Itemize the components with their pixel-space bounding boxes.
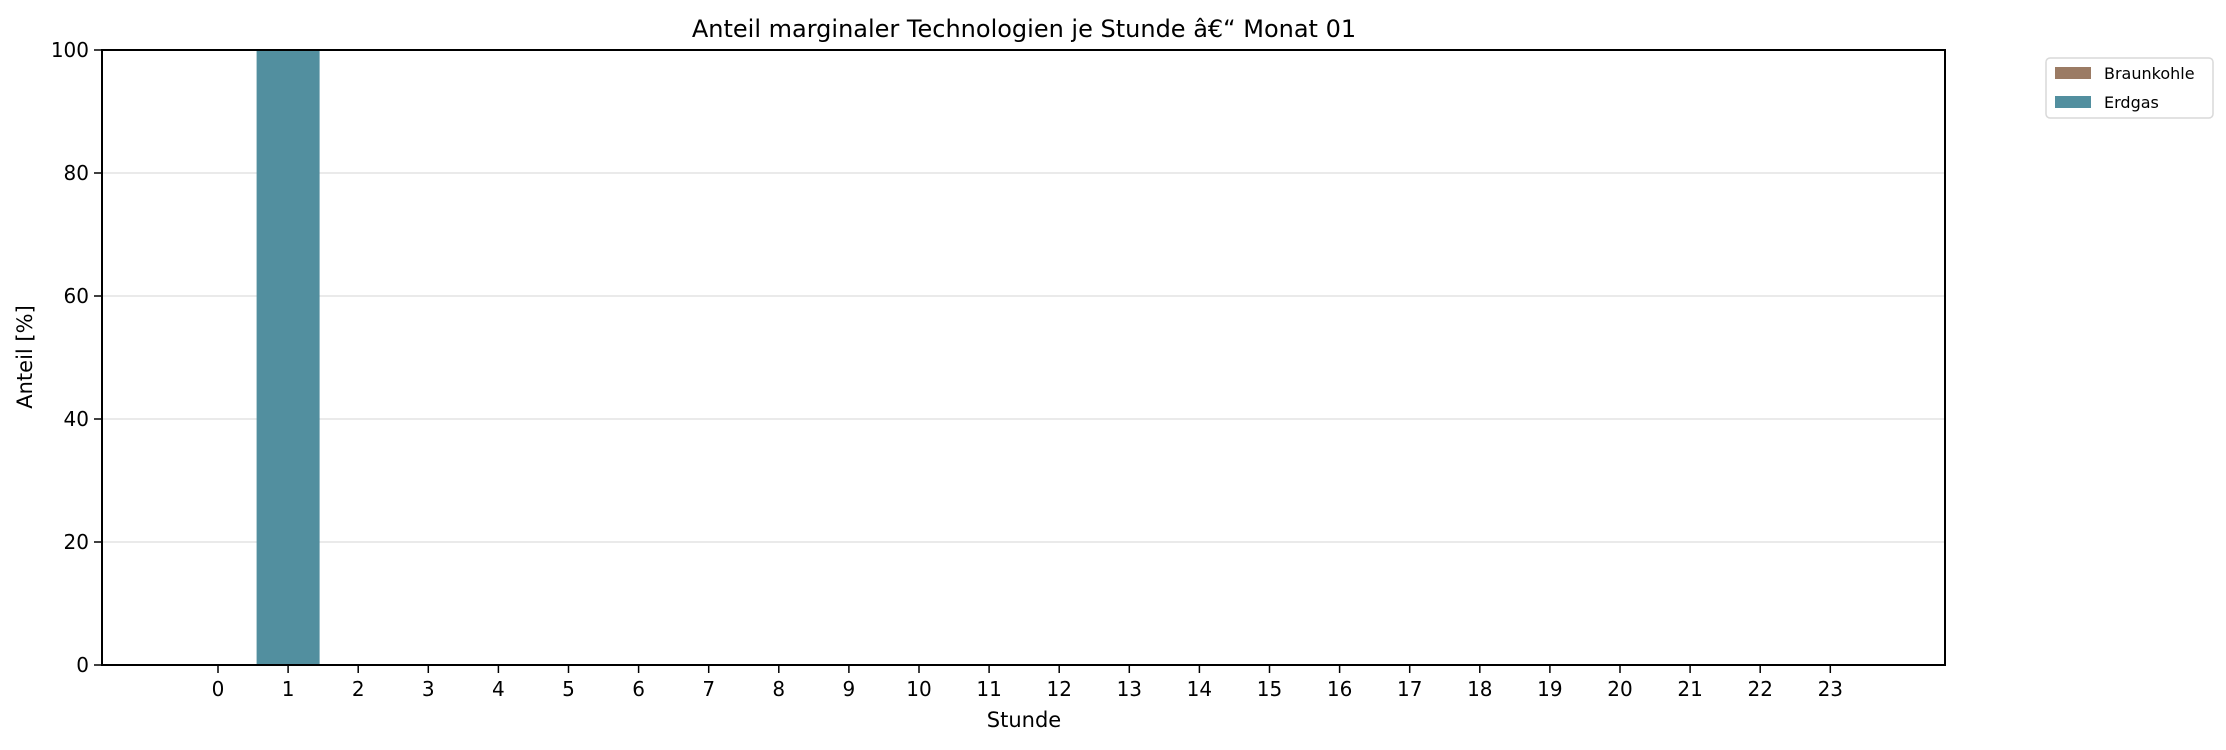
legend-swatch-erdgas bbox=[2055, 96, 2091, 108]
legend: Braunkohle Erdgas bbox=[2045, 57, 2214, 119]
y-tick-label-4: 80 bbox=[64, 161, 89, 185]
y-tick-label-1: 20 bbox=[64, 530, 89, 554]
x-tick-label-20: 20 bbox=[1607, 677, 1632, 701]
y-tick-label-2: 40 bbox=[64, 407, 89, 431]
x-tick-label-21: 21 bbox=[1677, 677, 1702, 701]
legend-label-braunkohle: Braunkohle bbox=[2104, 64, 2195, 83]
x-axis: 0 1 2 3 4 5 6 7 8 9 10 11 12 13 14 15 16 17 18 19 20 21 22 23 bbox=[212, 665, 1843, 701]
x-tick-label-14: 14 bbox=[1187, 677, 1212, 701]
y-tick-label-5: 100 bbox=[51, 38, 89, 62]
x-tick-label-8: 8 bbox=[772, 677, 785, 701]
x-tick-label-9: 9 bbox=[843, 677, 856, 701]
legend-swatch-braunkohle bbox=[2055, 67, 2091, 79]
x-tick-label-23: 23 bbox=[1818, 677, 1843, 701]
x-tick-label-10: 10 bbox=[906, 677, 931, 701]
x-tick-label-15: 15 bbox=[1257, 677, 1282, 701]
x-tick-label-19: 19 bbox=[1537, 677, 1562, 701]
y-axis-label: Anteil [%] bbox=[13, 305, 37, 409]
y-tick-label-0: 0 bbox=[76, 653, 89, 677]
legend-label-erdgas: Erdgas bbox=[2104, 93, 2159, 112]
x-tick-label-22: 22 bbox=[1747, 677, 1772, 701]
y-axis: 0 20 40 60 80 100 bbox=[51, 38, 102, 677]
x-tick-label-16: 16 bbox=[1327, 677, 1352, 701]
x-tick-label-4: 4 bbox=[492, 677, 505, 701]
x-tick-label-2: 2 bbox=[352, 677, 365, 701]
x-tick-label-18: 18 bbox=[1467, 677, 1492, 701]
chart-title: Anteil marginaler Technologien je Stunde… bbox=[692, 15, 1356, 43]
plot-frame bbox=[101, 49, 1946, 666]
gridlines bbox=[102, 172, 1945, 543]
x-tick-label-6: 6 bbox=[632, 677, 645, 701]
x-tick-label-13: 13 bbox=[1117, 677, 1142, 701]
x-tick-label-1: 1 bbox=[282, 677, 295, 701]
x-tick-label-12: 12 bbox=[1046, 677, 1071, 701]
bars bbox=[256, 50, 320, 665]
x-tick-label-0: 0 bbox=[212, 677, 225, 701]
x-tick-label-5: 5 bbox=[562, 677, 575, 701]
x-axis-label: Stunde bbox=[987, 708, 1061, 732]
bar-erdgas-hour-1 bbox=[256, 50, 320, 665]
x-tick-label-3: 3 bbox=[422, 677, 435, 701]
y-tick-label-3: 60 bbox=[64, 284, 89, 308]
x-tick-label-17: 17 bbox=[1397, 677, 1422, 701]
x-tick-label-11: 11 bbox=[976, 677, 1001, 701]
x-tick-label-7: 7 bbox=[702, 677, 715, 701]
